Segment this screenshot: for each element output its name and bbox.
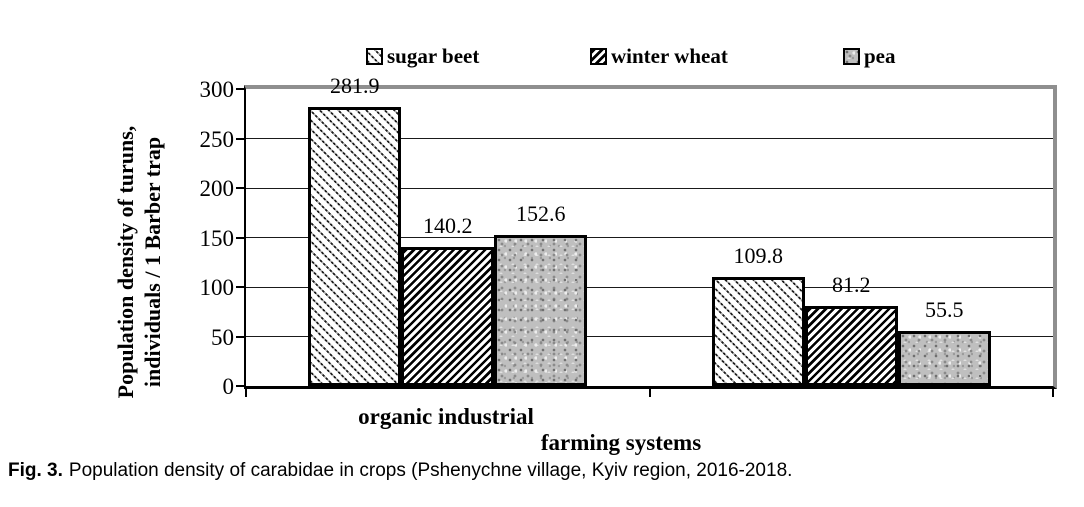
bar-sugar-beet-industrial [711, 277, 805, 386]
gridline [246, 187, 1053, 189]
sugar-beet-swatch-icon [366, 47, 383, 65]
plot-area: 281.9 140.2 152.6 109.8 81.2 55.5 [244, 75, 1057, 389]
bar-winter-wheat-industrial [804, 306, 898, 386]
figure-caption: Fig. 3. Population density of carabidae i… [8, 460, 792, 482]
legend-label-pea: pea [864, 44, 896, 68]
bar-value-label: 109.8 [733, 243, 784, 268]
x-category-label: organic industrial [358, 404, 534, 429]
legend-item-pea: pea [843, 43, 896, 69]
y-tick-label: 250 [199, 126, 235, 152]
x-tick-mark [1052, 388, 1054, 397]
y-tick-marks [236, 88, 244, 387]
bar-value-label: 81.2 [832, 272, 871, 297]
y-tick-mark [236, 187, 244, 189]
bar-value-label: 55.5 [925, 297, 964, 322]
gridline [246, 336, 1053, 337]
y-tick-label: 100 [199, 275, 235, 300]
bar-pea-industrial [897, 331, 991, 386]
y-tick-mark [236, 385, 244, 387]
pea-swatch-icon [843, 47, 860, 65]
y-tick-label: 200 [199, 176, 235, 201]
y-tick-label: 0 [222, 374, 235, 399]
gridline [246, 237, 1053, 238]
y-tick-mark [236, 335, 244, 338]
y-axis-title-line1: Population density of turuns, [113, 125, 138, 399]
legend-label-sugar-beet: sugar beet [387, 44, 480, 68]
y-tick-mark [236, 286, 244, 288]
y-tick-mark [236, 88, 244, 90]
bar-value-label: 281.9 [330, 73, 380, 98]
caption-prefix: Fig. 3. [8, 460, 63, 481]
bar-value-label: 152.6 [516, 201, 566, 226]
winter-wheat-swatch-icon [590, 47, 607, 65]
x-tick-marks [245, 388, 1054, 397]
y-tick-label: 50 [211, 324, 234, 350]
legend-item-winter-wheat: winter wheat [590, 43, 728, 69]
legend-label-winter-wheat: winter wheat [611, 44, 728, 68]
x-axis-title: farming systems [540, 430, 702, 455]
caption-text: Population density of carabidae in crops… [68, 460, 793, 481]
y-tick-mark [236, 137, 244, 140]
y-tick-label: 300 [199, 77, 235, 102]
bar-value-label: 140.2 [423, 213, 473, 238]
x-tick-mark [648, 388, 651, 397]
bar-sugar-beet-organic [308, 107, 402, 386]
gridline [246, 286, 1053, 288]
legend-item-sugar-beet: sugar beet [366, 43, 479, 69]
x-tick-mark [245, 388, 247, 397]
plot-inner: 281.9 140.2 152.6 109.8 81.2 55.5 [246, 75, 1053, 386]
y-tick-labels: 0 50 100 150 200 250 300 [148, 78, 235, 398]
gridline [246, 138, 1053, 139]
bar-winter-wheat-organic [401, 247, 495, 386]
y-tick-label: 150 [199, 225, 235, 251]
bar-pea-organic [494, 235, 588, 386]
y-tick-mark [236, 236, 244, 239]
